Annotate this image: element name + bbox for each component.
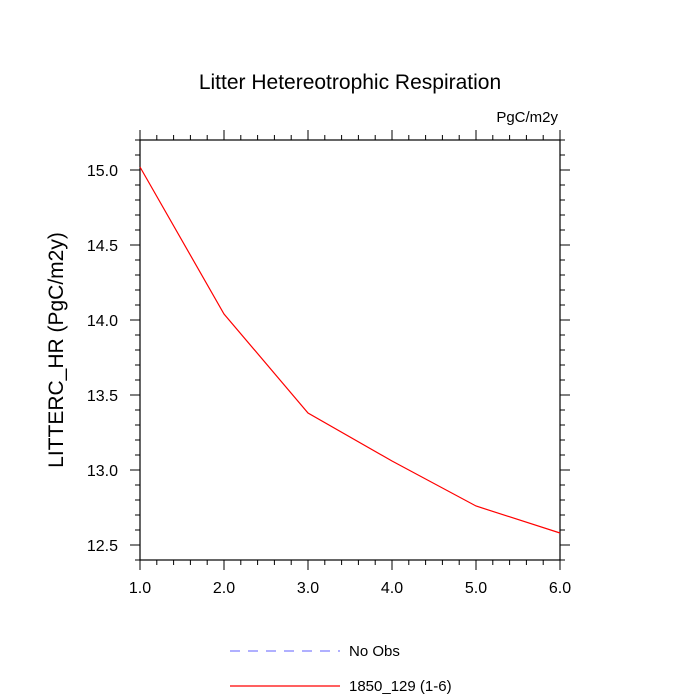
legend-label-no-obs: No Obs — [349, 643, 400, 660]
plot-frame — [139, 139, 561, 561]
x-tick-label: 6.0 — [549, 580, 571, 597]
units-label: PgC/m2y — [496, 109, 558, 126]
y-axis-title: LITTERC_HR (PgC/m2y) — [45, 232, 68, 468]
x-tick-label: 1.0 — [129, 580, 151, 597]
axes: 1.0 2.0 3.0 4.0 5.0 6.0 12.5 13.0 13.5 14.0 14.5 15… — [87, 130, 571, 597]
series-layer — [139, 166, 561, 534]
series-line-0 — [139, 166, 561, 534]
x-tick-label: 3.0 — [297, 580, 319, 597]
legend: No Obs 1850_129 (1-6) — [230, 643, 452, 695]
x-tick-label: 5.0 — [465, 580, 487, 597]
x-tick-label: 2.0 — [213, 580, 235, 597]
y-tick-label: 13.0 — [87, 463, 118, 480]
y-tick-label: 13.5 — [87, 388, 118, 405]
y-tick-label: 15.0 — [87, 163, 118, 180]
x-tick-label: 4.0 — [381, 580, 403, 597]
legend-label-1850-129: 1850_129 (1-6) — [349, 678, 452, 695]
y-tick-label: 14.0 — [87, 313, 118, 330]
y-tick-label: 14.5 — [87, 238, 118, 255]
y-tick-label: 12.5 — [87, 538, 118, 555]
chart-title: Litter Hetereotrophic Respiration — [199, 71, 501, 94]
